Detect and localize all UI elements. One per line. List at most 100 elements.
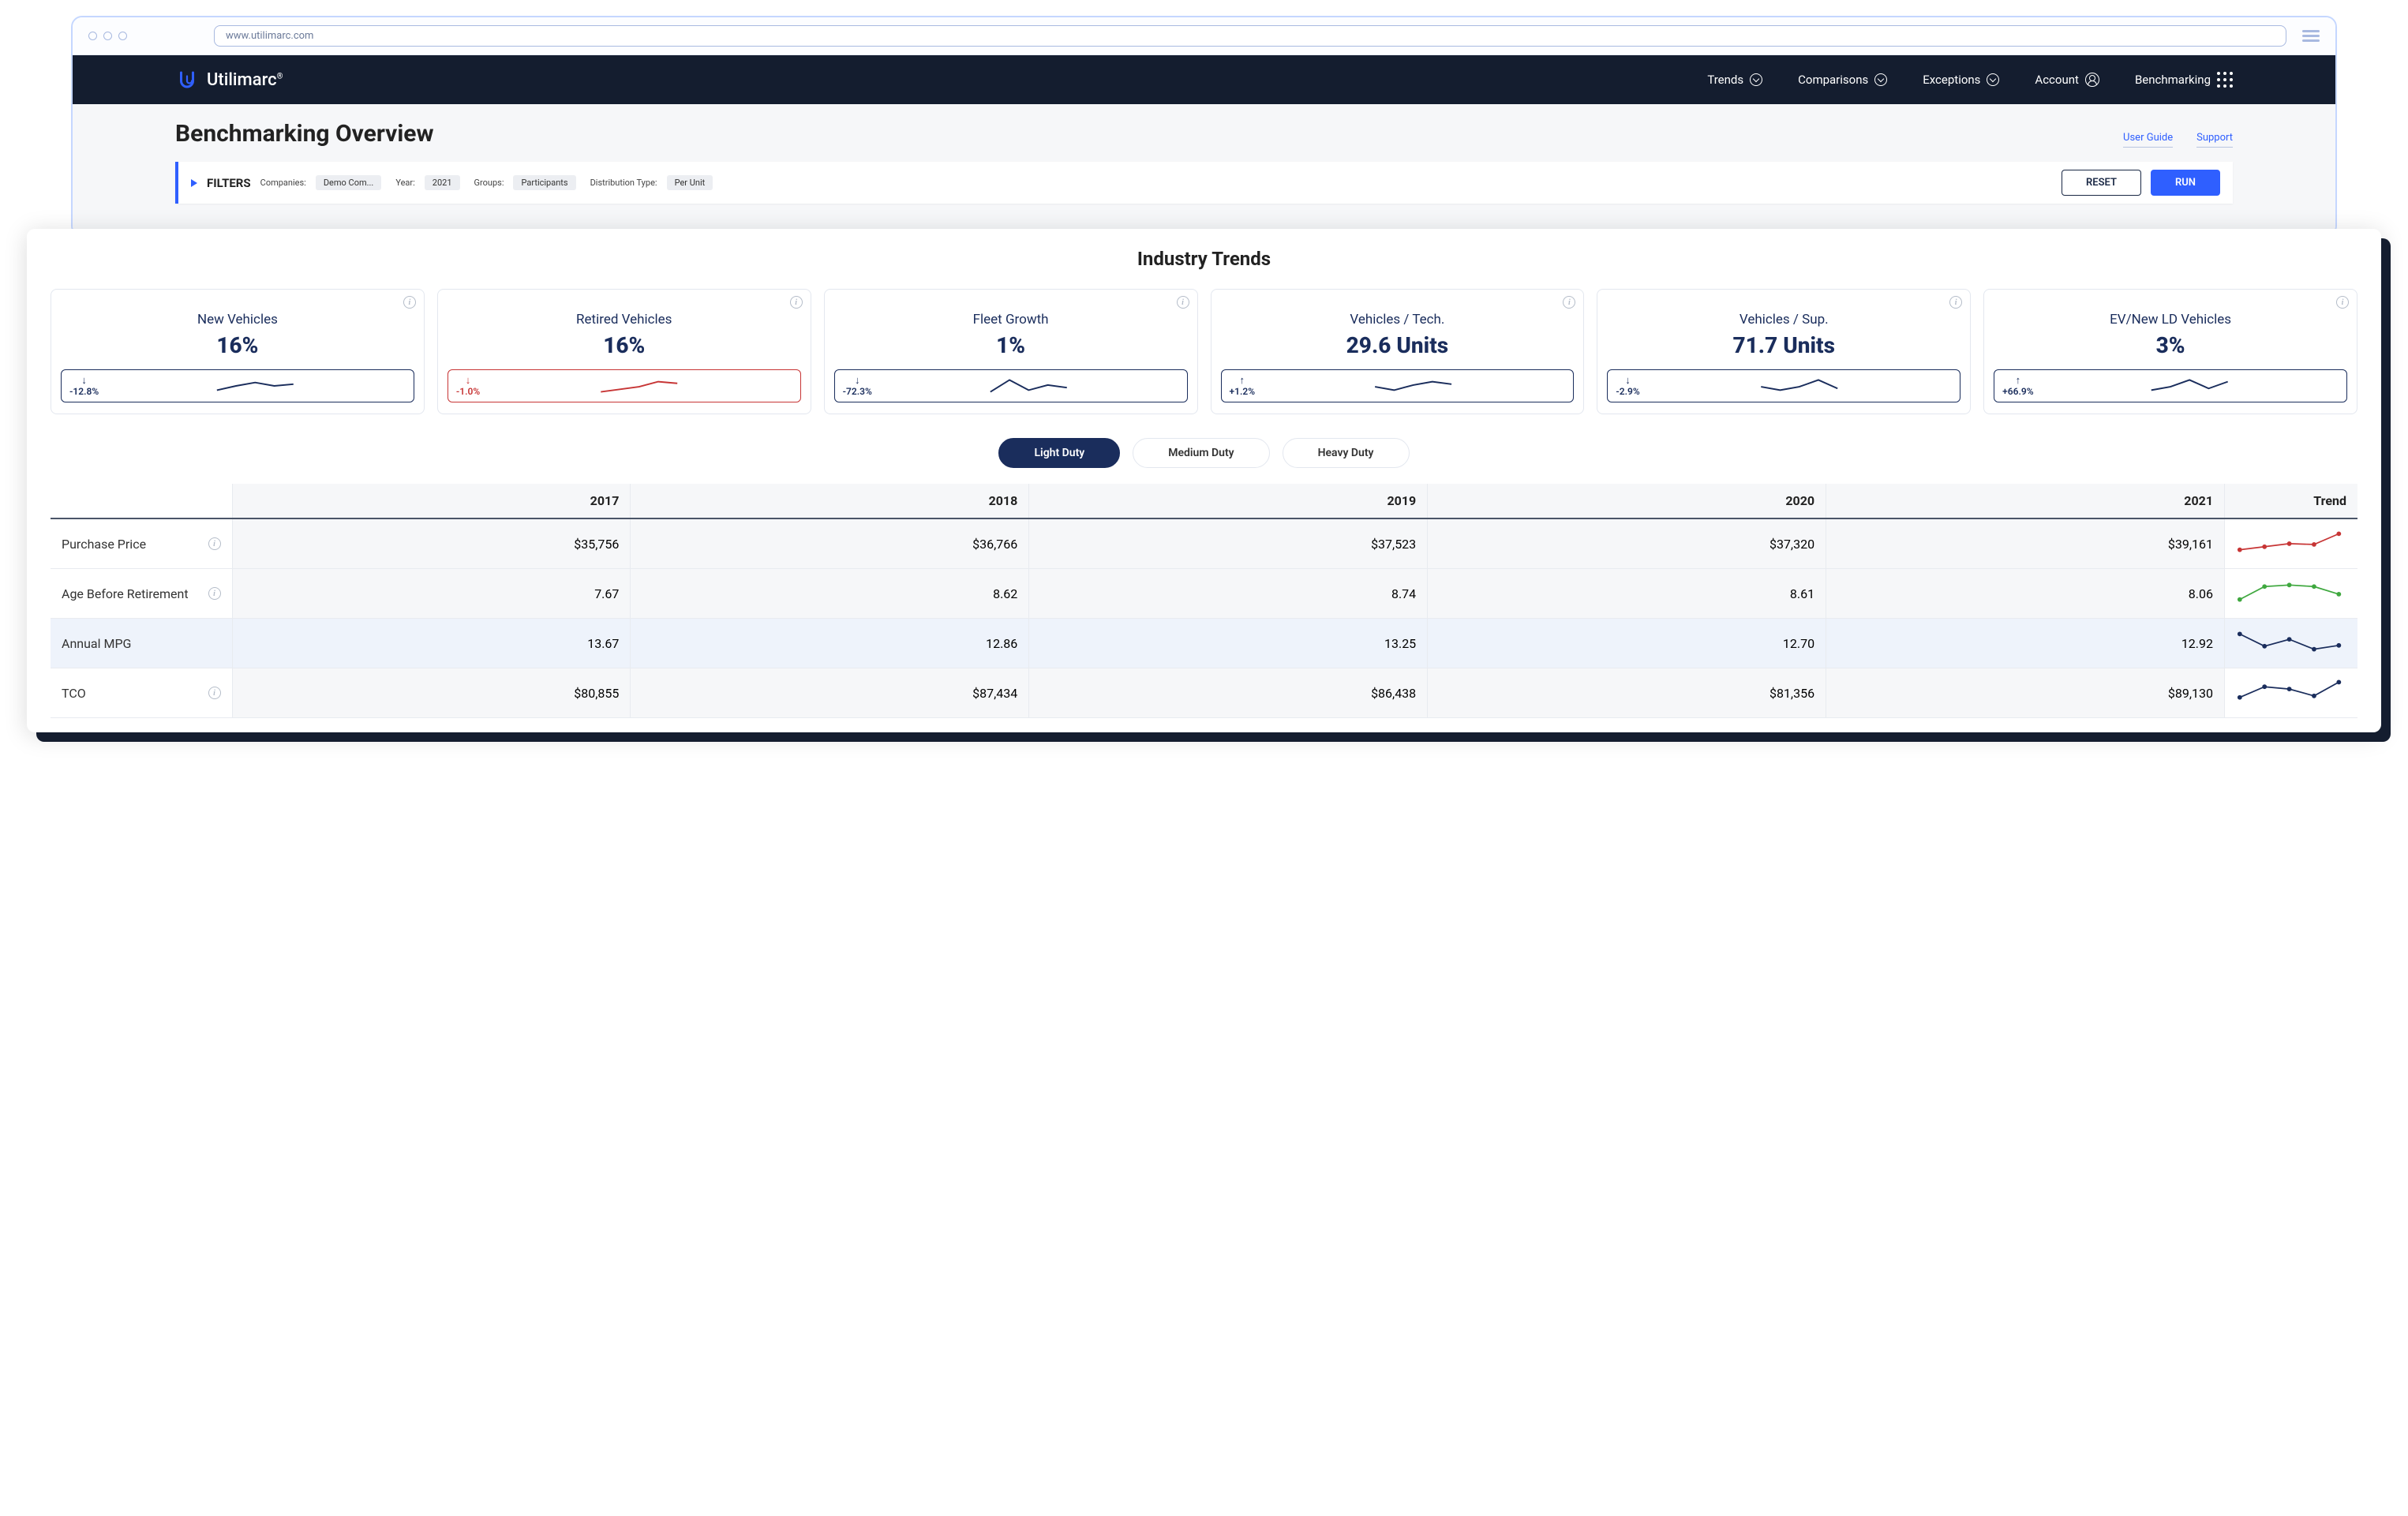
table-cell: $37,523 bbox=[1029, 518, 1428, 569]
trend-sparkline bbox=[2236, 529, 2346, 556]
page-content: Benchmarking Overview User Guide Support… bbox=[73, 104, 2335, 235]
info-icon[interactable]: i bbox=[208, 687, 221, 699]
info-icon[interactable]: i bbox=[2336, 296, 2349, 309]
table-cell: 13.25 bbox=[1029, 619, 1428, 668]
kpi-delta: ↓-2.9% bbox=[1616, 376, 1639, 397]
filters-bar: FILTERS Companies: Demo Com... Year: 202… bbox=[175, 162, 2233, 204]
nav-benchmarking[interactable]: Benchmarking bbox=[2135, 72, 2233, 88]
tab-light-duty[interactable]: Light Duty bbox=[998, 438, 1120, 468]
sparkline bbox=[1646, 375, 1952, 397]
nav-exceptions[interactable]: Exceptions bbox=[1923, 73, 1999, 87]
table-cell: 12.92 bbox=[1826, 619, 2225, 668]
kpi-trend-box: ↓-12.8% bbox=[61, 369, 414, 402]
trend-sparkline bbox=[2236, 578, 2346, 605]
table-cell: 12.70 bbox=[1428, 619, 1826, 668]
kpi-label: EV/New LD Vehicles bbox=[1994, 312, 2347, 328]
link-user-guide[interactable]: User Guide bbox=[2123, 132, 2173, 148]
table-cell: $87,434 bbox=[631, 668, 1029, 718]
filter-companies[interactable]: Demo Com... bbox=[316, 175, 381, 190]
user-icon bbox=[2085, 73, 2099, 87]
sparkline bbox=[105, 375, 406, 397]
reset-button[interactable]: RESET bbox=[2062, 170, 2141, 196]
kpi-card: i New Vehicles 16% ↓-12.8% bbox=[51, 289, 425, 414]
table-cell: 8.62 bbox=[631, 569, 1029, 619]
arrow-down-icon: ↓ bbox=[855, 376, 860, 386]
arrow-down-icon: ↓ bbox=[466, 376, 471, 386]
info-icon[interactable]: i bbox=[403, 296, 416, 309]
col-year: 2020 bbox=[1428, 484, 1826, 518]
kpi-trend-box: ↑+1.2% bbox=[1221, 369, 1575, 402]
kpi-value: 71.7 Units bbox=[1607, 332, 1960, 358]
filters-label: FILTERS bbox=[207, 176, 251, 190]
row-label: TCOi bbox=[62, 686, 221, 701]
info-icon[interactable]: i bbox=[208, 537, 221, 550]
filter-distribution[interactable]: Per Unit bbox=[667, 175, 713, 190]
kpi-card: iVehicles / Tech.29.6 Units↑+1.2% bbox=[1211, 289, 1585, 414]
tab-medium-duty[interactable]: Medium Duty bbox=[1133, 438, 1269, 468]
tab-heavy-duty[interactable]: Heavy Duty bbox=[1283, 438, 1410, 468]
kpi-row: i New Vehicles 16% ↓-12.8% i Retired Vehicles… bbox=[51, 289, 2357, 414]
table-cell: 8.06 bbox=[1826, 569, 2225, 619]
kpi-value: 3% bbox=[1994, 332, 2347, 358]
sparkline bbox=[1261, 375, 1565, 397]
filter-year[interactable]: 2021 bbox=[425, 175, 460, 190]
table-cell: $89,130 bbox=[1826, 668, 2225, 718]
table-cell: $39,161 bbox=[1826, 518, 2225, 569]
kpi-label: New Vehicles bbox=[61, 312, 414, 328]
brand-logo[interactable]: Utilimarc® bbox=[175, 68, 283, 92]
table-cell: 12.86 bbox=[631, 619, 1029, 668]
table-cell: $80,855 bbox=[232, 668, 631, 718]
table-row: Annual MPG13.6712.8613.2512.7012.92 bbox=[51, 619, 2357, 668]
trend-sparkline bbox=[2236, 628, 2346, 655]
arrow-up-icon: ↑ bbox=[1240, 376, 1245, 386]
row-label: Age Before Retirementi bbox=[62, 586, 221, 601]
kpi-delta: ↑+1.2% bbox=[1230, 376, 1256, 397]
sparkline bbox=[2040, 375, 2339, 397]
info-icon[interactable]: i bbox=[1563, 296, 1575, 309]
kpi-trend-box: ↓-72.3% bbox=[834, 369, 1188, 402]
browser-chrome-bar: www.utilimarc.com bbox=[73, 17, 2335, 55]
kpi-trend-box: ↓-2.9% bbox=[1607, 369, 1960, 402]
menu-icon[interactable] bbox=[2302, 30, 2320, 42]
kpi-value: 1% bbox=[834, 332, 1188, 358]
kpi-label: Vehicles / Sup. bbox=[1607, 312, 1960, 328]
info-icon[interactable]: i bbox=[1949, 296, 1962, 309]
sparkline bbox=[486, 375, 792, 397]
info-icon[interactable]: i bbox=[790, 296, 803, 309]
kpi-card: i EV/New LD Vehicles 3% ↑+66.9% bbox=[1983, 289, 2357, 414]
sparkline bbox=[878, 375, 1179, 397]
kpi-delta: ↓-12.8% bbox=[69, 376, 99, 397]
kpi-delta: ↑+66.9% bbox=[2002, 376, 2033, 397]
logo-icon bbox=[175, 68, 199, 92]
expand-icon[interactable] bbox=[191, 179, 197, 187]
kpi-label: Retired Vehicles bbox=[448, 312, 801, 328]
kpi-label: Fleet Growth bbox=[834, 312, 1188, 328]
kpi-card: iRetired Vehicles16%↓-1.0% bbox=[437, 289, 811, 414]
kpi-trend-box: ↓-1.0% bbox=[448, 369, 801, 402]
info-icon[interactable]: i bbox=[1177, 296, 1189, 309]
table-row: Purchase Pricei$35,756$36,766$37,523$37,… bbox=[51, 518, 2357, 569]
nav-comparisons[interactable]: Comparisons bbox=[1798, 73, 1887, 87]
link-support[interactable]: Support bbox=[2196, 132, 2233, 148]
chevron-down-icon bbox=[1874, 73, 1887, 86]
col-year: 2019 bbox=[1029, 484, 1428, 518]
table-cell: 7.67 bbox=[232, 569, 631, 619]
kpi-label: Vehicles / Tech. bbox=[1221, 312, 1575, 328]
arrow-down-icon: ↓ bbox=[81, 376, 87, 386]
chevron-down-icon bbox=[1750, 73, 1762, 86]
apps-grid-icon bbox=[2217, 72, 2233, 88]
run-button[interactable]: RUN bbox=[2151, 170, 2220, 196]
window-controls[interactable] bbox=[88, 32, 127, 40]
nav-account[interactable]: Account bbox=[2035, 73, 2099, 87]
info-icon[interactable]: i bbox=[208, 587, 221, 600]
section-title: Industry Trends bbox=[51, 248, 2357, 270]
table-cell: 8.61 bbox=[1428, 569, 1826, 619]
url-bar[interactable]: www.utilimarc.com bbox=[214, 25, 2286, 47]
kpi-value: 16% bbox=[61, 332, 414, 358]
col-year: 2017 bbox=[232, 484, 631, 518]
kpi-delta: ↓-1.0% bbox=[456, 376, 480, 397]
filter-groups[interactable]: Participants bbox=[513, 175, 575, 190]
kpi-card: i Fleet Growth 1% ↓-72.3% bbox=[824, 289, 1198, 414]
table-cell: $81,356 bbox=[1428, 668, 1826, 718]
nav-trends[interactable]: Trends bbox=[1707, 73, 1762, 87]
